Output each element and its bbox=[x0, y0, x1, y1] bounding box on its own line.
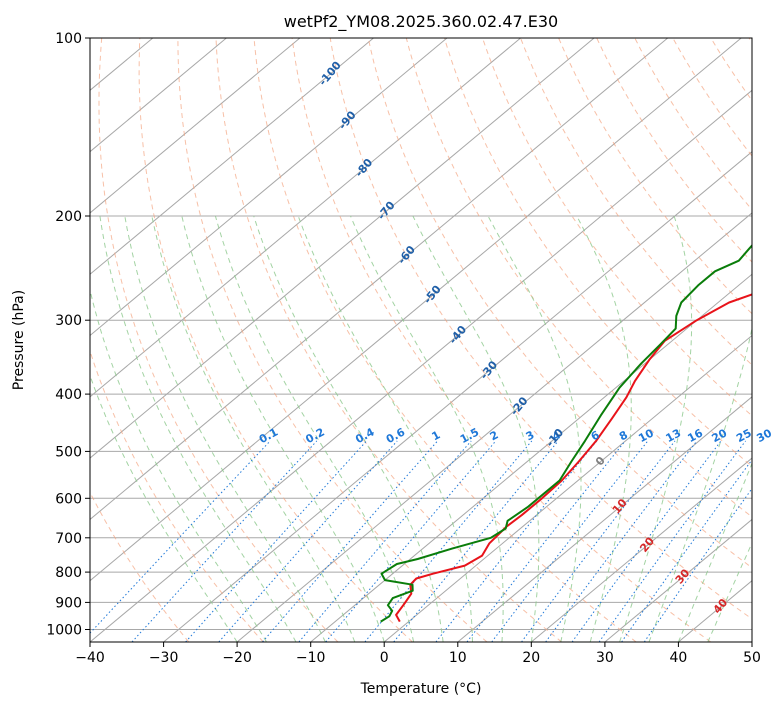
mixing-ratio-line bbox=[262, 440, 438, 642]
mixing-ratio-line bbox=[435, 440, 598, 642]
mixing-ratio-label: 30 bbox=[754, 426, 774, 445]
mixing-ratio-line bbox=[185, 440, 367, 642]
isotherm-line bbox=[604, 518, 752, 642]
moist-adiabat-line bbox=[648, 326, 752, 642]
temperature-profile-line bbox=[395, 293, 752, 623]
y-tick-label: 400 bbox=[55, 387, 82, 403]
background-lines bbox=[90, 38, 752, 642]
moist-adiabat-line bbox=[350, 215, 504, 642]
y-tick-label: 700 bbox=[55, 531, 82, 547]
dry-adiabat-line bbox=[177, 38, 488, 642]
y-tick-label: 1000 bbox=[46, 623, 82, 639]
mixing-ratio-label: 16 bbox=[685, 426, 705, 445]
moist-adiabat-line bbox=[181, 215, 385, 642]
isotherm-line bbox=[90, 38, 448, 337]
isotherm-line bbox=[236, 212, 752, 642]
isotherm-line bbox=[90, 38, 374, 275]
dry-adiabat-line bbox=[672, 38, 752, 157]
mixing-ratio-line bbox=[90, 440, 271, 634]
isotherm-line bbox=[457, 396, 752, 642]
dry-adiabat-line bbox=[138, 38, 413, 642]
isotherm-line bbox=[310, 273, 752, 642]
x-tick-label: −10 bbox=[296, 650, 326, 666]
isotherm-line bbox=[90, 38, 227, 153]
mixing-ratio-label: 10 bbox=[636, 426, 656, 445]
moist-adiabat-line bbox=[677, 462, 752, 642]
x-tick-label: 50 bbox=[743, 650, 761, 666]
moist-adiabat-line bbox=[124, 215, 326, 642]
x-tick-label: 10 bbox=[449, 650, 467, 666]
dry-adiabat-line bbox=[367, 38, 752, 569]
x-tick-label: −30 bbox=[149, 650, 179, 666]
mixing-ratio-line bbox=[218, 440, 398, 642]
dry-adiabat-line bbox=[253, 38, 637, 642]
dry-adiabat-line bbox=[520, 38, 752, 366]
moist-adiabat-line bbox=[707, 542, 752, 642]
moist-adiabat-line bbox=[253, 215, 444, 642]
mixing-ratio-label: 25 bbox=[734, 426, 754, 445]
mixing-ratio-label: 13 bbox=[664, 426, 684, 445]
mixing-ratio-line bbox=[298, 440, 472, 642]
dry-adiabat-line bbox=[405, 38, 752, 518]
isotherm-line bbox=[90, 38, 301, 214]
dry-adiabat-line bbox=[558, 38, 752, 315]
x-axis: −40 −30 −20 −10 0 10 20 30 40 50 bbox=[75, 642, 761, 666]
dewpoint-profile-line bbox=[380, 244, 752, 623]
y-tick-label: 100 bbox=[55, 31, 82, 47]
x-tick-label: −20 bbox=[222, 650, 252, 666]
x-tick-label: 0 bbox=[380, 650, 389, 666]
x-axis-label: Temperature (°C) bbox=[360, 681, 482, 697]
x-tick-label: 40 bbox=[669, 650, 687, 666]
mixing-ratio-line bbox=[621, 458, 752, 642]
chart-title: wetPf2_YM08.2025.360.02.47.E30 bbox=[284, 12, 558, 32]
mixing-ratio-line bbox=[466, 440, 626, 642]
isotherm-line bbox=[90, 38, 742, 582]
y-axis: 100 200 300 400 500 600 700 800 900 1000 bbox=[46, 31, 90, 639]
y-tick-label: 500 bbox=[55, 444, 82, 460]
dry-adiabat-line bbox=[98, 38, 339, 642]
moist-adiabat-line bbox=[151, 215, 356, 642]
moist-adiabat-line bbox=[487, 215, 582, 642]
isotherm-line bbox=[90, 38, 595, 459]
y-tick-label: 300 bbox=[55, 313, 82, 329]
y-tick-label: 200 bbox=[55, 209, 82, 225]
moist-adiabat-line bbox=[576, 215, 632, 642]
isotherm-line bbox=[90, 38, 669, 521]
mixing-ratio-line bbox=[598, 440, 746, 642]
moist-adiabat-line bbox=[99, 215, 297, 642]
mixing-ratio-line bbox=[643, 487, 752, 642]
isotherm-line bbox=[383, 334, 752, 642]
isotherm-line bbox=[163, 151, 752, 642]
isotherm-line bbox=[530, 457, 752, 642]
moist-adiabat-line bbox=[412, 215, 540, 642]
plot-frame bbox=[89, 37, 753, 643]
x-tick-label: 20 bbox=[522, 650, 540, 666]
mixing-ratio-line bbox=[131, 440, 318, 642]
dry-adiabat-line bbox=[443, 38, 752, 467]
y-tick-label: 600 bbox=[55, 491, 82, 507]
x-tick-label: 30 bbox=[596, 650, 614, 666]
mixing-ratio-line bbox=[571, 440, 722, 642]
mixing-ratio-line bbox=[545, 440, 698, 642]
moist-adiabat-line bbox=[297, 215, 473, 642]
dry-adiabat-line bbox=[90, 349, 264, 642]
moist-adiabat-line bbox=[619, 215, 693, 642]
y-tick-label: 900 bbox=[55, 595, 82, 611]
isotherm-line bbox=[90, 89, 752, 642]
x-tick-label: −40 bbox=[75, 650, 105, 666]
isotherm-line bbox=[90, 38, 521, 398]
mixing-ratio-label: 20 bbox=[710, 426, 730, 445]
y-tick-label: 800 bbox=[55, 565, 82, 581]
moist-adiabat-line bbox=[90, 287, 267, 642]
series-layer bbox=[380, 244, 752, 623]
y-axis-label: Pressure (hPa) bbox=[11, 290, 27, 390]
